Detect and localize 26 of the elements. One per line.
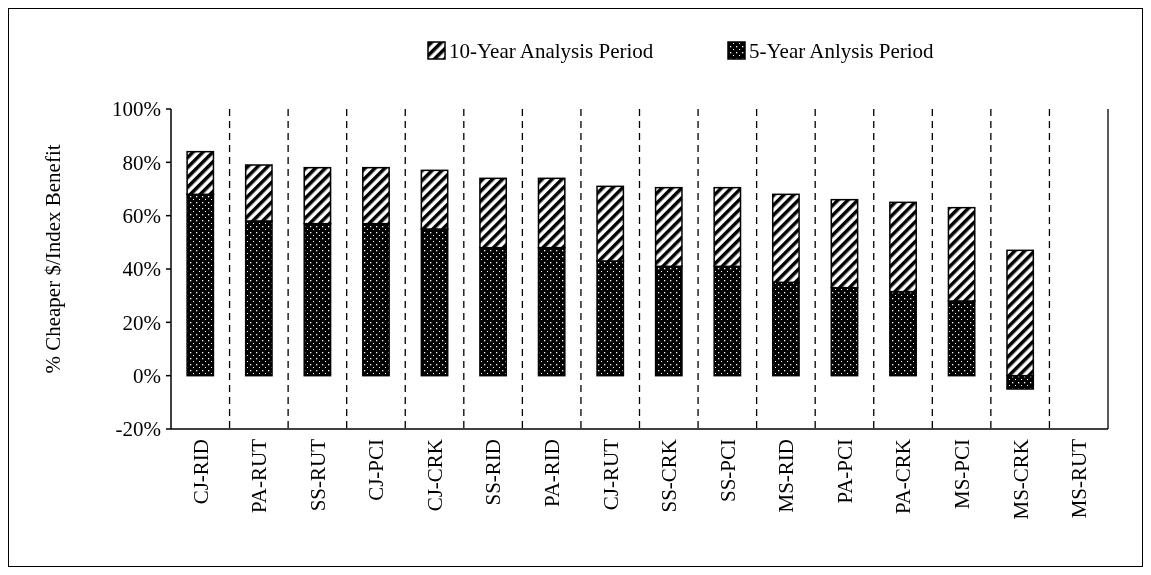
x-tick-label: SS-RUT [305, 438, 330, 512]
x-tick-label: SS-RID [481, 439, 506, 506]
y-axis-title: % Cheaper $/Index Benefit [41, 144, 65, 374]
x-tick-label: CJ-PCI [364, 439, 389, 501]
x-tick-label: SS-CRK [657, 439, 682, 513]
y-tick-label: 60% [122, 204, 161, 229]
x-tick-label: SS-PCI [715, 438, 740, 503]
x-tick-label: MS-CRK [1008, 439, 1033, 520]
legend-label: 10-Year Analysis Period [449, 39, 654, 64]
y-tick-label: -20% [115, 417, 161, 442]
x-tick-label: CJ-CRK [422, 439, 447, 512]
y-tick-label: 20% [122, 310, 161, 335]
x-tick-label: PA-RUT [247, 438, 272, 513]
x-tick-label: PA-RID [540, 439, 565, 508]
legend-label: 5-Year Anlysis Period [749, 39, 935, 64]
x-tick-label: CJ-RID [188, 439, 213, 505]
y-tick-label: 80% [122, 150, 161, 175]
y-tick-label: 100% [112, 97, 161, 122]
x-tick-label: PA-PCI [832, 439, 857, 504]
y-tick-label: 40% [122, 257, 161, 282]
x-tick-label: MS-RID [774, 439, 799, 513]
x-tick-label: MS-RUT [1067, 438, 1092, 519]
x-tick-label: PA-CRK [891, 439, 916, 515]
x-tick-label: CJ-RUT [598, 438, 623, 511]
y-tick-label: 0% [133, 364, 161, 389]
x-tick-label: MS-PCI [949, 439, 974, 510]
